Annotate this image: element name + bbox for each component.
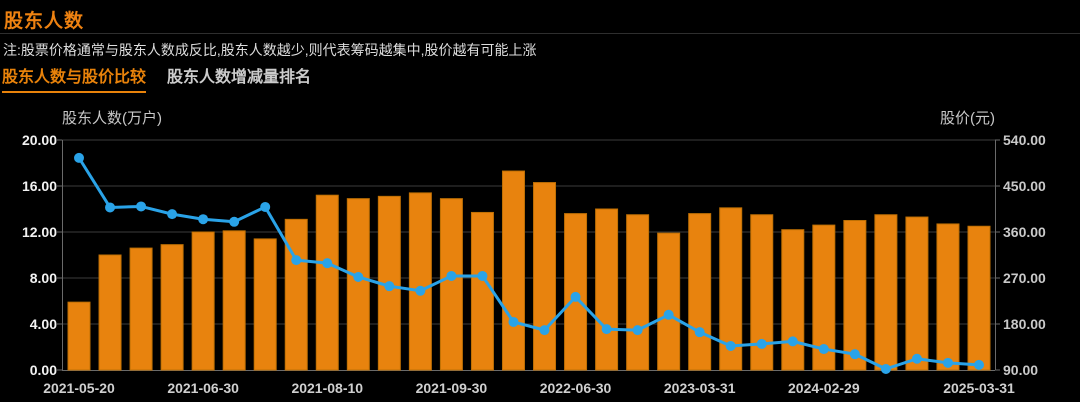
x-axis-tick-label: 2021-05-20 xyxy=(43,380,115,396)
left-axis-tick-label: 16.00 xyxy=(22,178,57,194)
price-point[interactable] xyxy=(818,344,829,355)
bar[interactable] xyxy=(67,301,91,371)
right-axis-tick-label: 90.00 xyxy=(1003,362,1038,378)
left-axis-tick-label: 4.00 xyxy=(30,316,57,332)
bar[interactable] xyxy=(564,213,588,371)
bar[interactable] xyxy=(688,213,712,371)
price-point[interactable] xyxy=(539,325,550,336)
note-text: 注:股票价格通常与股东人数成反比,股东人数越少,则代表筹码越集中,股价越有可能上… xyxy=(3,42,537,58)
header-divider xyxy=(0,33,1080,34)
right-axis-tick-label: 450.00 xyxy=(1003,178,1046,194)
price-point[interactable] xyxy=(415,285,426,296)
price-point[interactable] xyxy=(477,270,488,281)
x-axis-tick-label: 2021-06-30 xyxy=(167,380,239,396)
right-axis-tick-label: 540.00 xyxy=(1003,132,1046,148)
bar[interactable] xyxy=(936,223,960,371)
price-point[interactable] xyxy=(756,338,767,349)
price-point[interactable] xyxy=(198,214,209,225)
bar[interactable] xyxy=(160,244,184,371)
left-axis-title: 股东人数(万户) xyxy=(62,110,162,127)
bar[interactable] xyxy=(284,218,308,371)
bar[interactable] xyxy=(812,224,836,371)
bar[interactable] xyxy=(750,214,774,371)
bar[interactable] xyxy=(533,182,557,371)
right-axis-title: 股价(元) xyxy=(940,110,995,127)
price-point[interactable] xyxy=(105,202,116,213)
price-point[interactable] xyxy=(694,327,705,338)
price-point[interactable] xyxy=(880,363,891,374)
x-axis-tick-label: 2021-09-30 xyxy=(416,380,488,396)
bar[interactable] xyxy=(470,211,494,371)
price-line xyxy=(77,156,981,371)
left-axis-tick-label: 20.00 xyxy=(22,132,57,148)
left-axis-tick-label: 8.00 xyxy=(30,270,57,286)
x-axis-tick-label: 2024-02-29 xyxy=(788,380,860,396)
price-point[interactable] xyxy=(974,359,984,370)
bar[interactable] xyxy=(843,220,867,371)
x-axis-tick-label: 2023-03-31 xyxy=(664,380,736,396)
price-point[interactable] xyxy=(260,201,271,212)
bar[interactable] xyxy=(98,254,122,371)
bar[interactable] xyxy=(501,170,525,371)
price-point[interactable] xyxy=(353,271,364,282)
price-point[interactable] xyxy=(632,325,643,336)
x-axis-tick-label: 2025-03-31 xyxy=(943,380,1015,396)
bar[interactable] xyxy=(315,194,339,371)
price-point[interactable] xyxy=(601,324,612,335)
bar[interactable] xyxy=(657,232,681,371)
price-point[interactable] xyxy=(229,216,240,227)
price-point[interactable] xyxy=(74,152,84,163)
left-axis-tick-label: 12.00 xyxy=(22,224,57,240)
price-point[interactable] xyxy=(508,316,519,327)
price-point[interactable] xyxy=(787,336,798,347)
bar[interactable] xyxy=(408,192,432,371)
bar[interactable] xyxy=(595,208,619,371)
bar[interactable] xyxy=(719,207,743,371)
right-axis-tick-label: 270.00 xyxy=(1003,270,1046,286)
price-point[interactable] xyxy=(446,270,457,281)
price-point[interactable] xyxy=(384,281,395,292)
bar[interactable] xyxy=(905,216,929,371)
x-axis-tick-label: 2021-08-10 xyxy=(291,380,363,396)
bar[interactable] xyxy=(129,247,153,371)
bar[interactable] xyxy=(626,214,650,371)
bar[interactable] xyxy=(781,229,805,371)
page-title: 股东人数 xyxy=(4,11,85,32)
bar[interactable] xyxy=(439,198,463,371)
bar[interactable] xyxy=(346,198,370,371)
tab-shareholder-change-ranking[interactable]: 股东人数增减量排名 xyxy=(167,69,312,86)
bar[interactable] xyxy=(874,214,898,371)
price-point[interactable] xyxy=(570,291,581,302)
price-point[interactable] xyxy=(663,309,674,320)
bar[interactable] xyxy=(967,225,991,371)
bar[interactable] xyxy=(222,230,246,371)
x-axis-tick-label: 2022-06-30 xyxy=(540,380,612,396)
price-point[interactable] xyxy=(322,258,333,269)
price-point[interactable] xyxy=(167,209,178,220)
bar[interactable] xyxy=(253,238,277,371)
bar[interactable] xyxy=(191,231,215,371)
right-axis-tick-label: 360.00 xyxy=(1003,224,1046,240)
price-point[interactable] xyxy=(136,201,147,212)
price-point[interactable] xyxy=(291,255,302,266)
price-point[interactable] xyxy=(849,349,860,360)
left-axis-tick-label: 0.00 xyxy=(30,362,57,378)
price-point[interactable] xyxy=(911,353,922,364)
tab-bar: 股东人数与股价比较 股东人数增减量排名 xyxy=(2,63,311,93)
price-point[interactable] xyxy=(942,357,953,368)
tab-shareholders-vs-price[interactable]: 股东人数与股价比较 xyxy=(2,63,147,93)
right-axis-tick-label: 180.00 xyxy=(1003,316,1046,332)
price-point[interactable] xyxy=(725,340,736,351)
